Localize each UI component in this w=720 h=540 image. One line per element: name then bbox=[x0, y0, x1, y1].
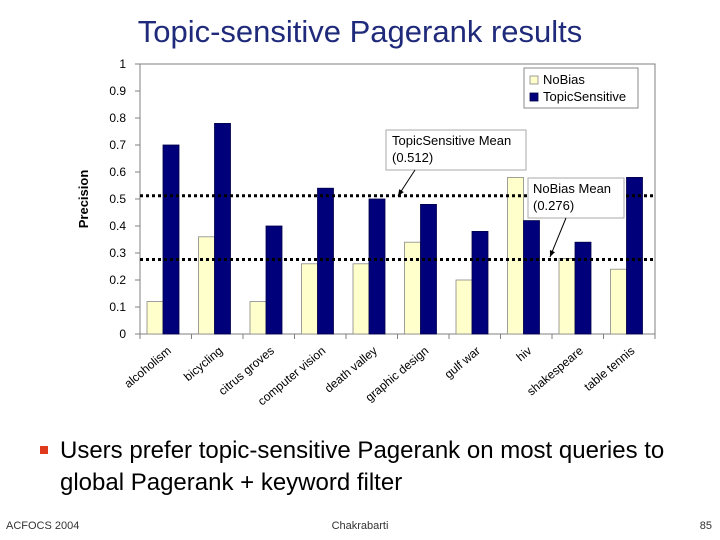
bar-nobias bbox=[249, 301, 267, 335]
bar-topicsensitive bbox=[162, 144, 180, 335]
x-category-label: hiv bbox=[514, 344, 535, 365]
y-tick-label: 0.3 bbox=[109, 246, 126, 260]
legend-swatch-nobias bbox=[529, 75, 539, 85]
x-category-label: bicycling bbox=[181, 344, 225, 384]
nobias-mean-annotation-arrow bbox=[549, 217, 567, 258]
x-category-label: table tennis bbox=[581, 344, 637, 394]
y-tick-label: 0.2 bbox=[109, 273, 126, 287]
precision-bar-chart: 0 0.1 0.2 0.3 0.4 0.5 0.6 0.7 0.8 0.9 1 Precision al… bbox=[76, 57, 656, 408]
bar-nobias bbox=[301, 263, 318, 335]
nobias-mean-annotation-box bbox=[527, 177, 625, 219]
bar-nobias bbox=[404, 241, 421, 335]
nobias-mean-annotation-arrowhead bbox=[549, 250, 555, 257]
bar-topicsensitive bbox=[574, 241, 592, 335]
bar-nobias bbox=[146, 301, 164, 335]
bar-topicsensitive bbox=[368, 198, 386, 335]
y-axis-label: Precision bbox=[76, 170, 91, 229]
bar-topicsensitive bbox=[265, 225, 283, 335]
bar-topicsensitive bbox=[420, 203, 437, 335]
bar-nobias bbox=[352, 263, 370, 335]
slide-title: Topic-sensitive Pagerank results bbox=[137, 14, 583, 49]
bar-topicsensitive bbox=[471, 230, 489, 335]
bar-topicsensitive bbox=[214, 123, 231, 335]
bar-topicsensitive bbox=[317, 187, 334, 335]
y-tick-label: 0.9 bbox=[109, 84, 126, 98]
topicsensitive-mean-annotation-box bbox=[385, 129, 527, 171]
bar-topicsensitive bbox=[523, 220, 540, 335]
bar-nobias bbox=[455, 279, 473, 335]
legend-label-topicsensitive: TopicSensitive bbox=[543, 89, 626, 104]
y-tick-label: 0.8 bbox=[109, 111, 126, 125]
x-category-label: alcoholism bbox=[121, 344, 173, 391]
nobias-mean-annotation-text: (0.276) bbox=[533, 198, 574, 213]
bar-nobias bbox=[558, 257, 576, 335]
x-category-label: gulf war bbox=[442, 344, 483, 382]
bar-topicsensitive bbox=[626, 176, 643, 335]
square-bullet-icon bbox=[40, 446, 48, 454]
bar-nobias bbox=[610, 268, 627, 335]
topicsensitive-mean-annotation-arrowhead bbox=[398, 189, 404, 196]
y-tick-label: 0 bbox=[119, 327, 126, 341]
y-tick-label: 0.5 bbox=[109, 192, 126, 206]
footer-page-number: 85 bbox=[699, 520, 712, 532]
bar-nobias bbox=[507, 176, 524, 335]
topicsensitive-mean-annotation-text: (0.512) bbox=[392, 150, 433, 165]
topicsensitive-mean-annotation-text: TopicSensitive Mean bbox=[392, 133, 511, 148]
footer-conference: ACFOCS 2004 bbox=[6, 520, 80, 532]
legend-box bbox=[523, 67, 639, 109]
y-tick-label: 0.7 bbox=[109, 138, 126, 152]
bar-nobias bbox=[198, 236, 215, 335]
y-tick-label: 0.1 bbox=[109, 300, 126, 314]
y-tick-label: 0.4 bbox=[109, 219, 126, 233]
nobias-mean-annotation-text: NoBias Mean bbox=[533, 181, 611, 196]
y-tick-label: 1 bbox=[119, 57, 126, 71]
bullet-text: Users prefer topic-sensitive Pagerank on… bbox=[60, 437, 665, 496]
x-category-label: shakespeare bbox=[524, 343, 586, 398]
footer-author: Chakrabarti bbox=[331, 520, 389, 532]
legend-label-nobias: NoBias bbox=[543, 72, 585, 87]
y-tick-label: 0.6 bbox=[109, 165, 126, 179]
legend-swatch-topicsensitive bbox=[529, 92, 539, 102]
